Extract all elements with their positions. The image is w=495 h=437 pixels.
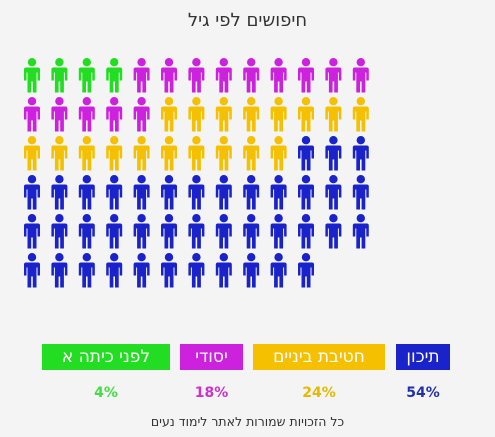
- person-icon: [106, 97, 123, 132]
- percent-chativat-beinaim: 24%: [302, 385, 336, 401]
- person-icon: [51, 253, 68, 288]
- person-icon: [298, 136, 314, 171]
- person-icon: [51, 175, 68, 210]
- person-icon: [298, 97, 314, 132]
- person-icon: [78, 175, 95, 210]
- chart-title: חיפושים לפי גיל: [187, 10, 308, 31]
- person-icon: [161, 253, 177, 288]
- person-icon: [243, 214, 260, 249]
- person-icon: [51, 58, 68, 93]
- person-icon: [298, 214, 314, 249]
- person-icon: [325, 97, 342, 132]
- person-icon: [133, 175, 150, 210]
- person-icon: [133, 136, 150, 171]
- person-icon: [51, 136, 68, 171]
- legend-tichon: תיכון: [396, 344, 450, 370]
- person-icon: [161, 136, 177, 171]
- person-icon: [161, 214, 177, 249]
- percent-yesodi: 18%: [194, 385, 229, 401]
- person-icon: [243, 97, 260, 132]
- person-icon: [133, 58, 150, 93]
- person-icon: [24, 175, 40, 210]
- person-icon: [270, 253, 287, 288]
- person-icon: [352, 175, 369, 210]
- footnote: כל הזכויות שמורות לאתר לימוד נעים: [150, 414, 345, 429]
- person-icon: [78, 136, 95, 171]
- person-icon: [161, 58, 177, 93]
- person-icon: [24, 58, 40, 93]
- person-icon: [188, 97, 205, 132]
- person-icon: [24, 214, 40, 249]
- person-icon: [51, 214, 68, 249]
- person-icon: [352, 136, 369, 171]
- person-icon: [161, 97, 177, 132]
- person-icon: [188, 58, 205, 93]
- person-icon: [215, 253, 232, 288]
- person-icon: [106, 136, 123, 171]
- person-icon: [270, 175, 287, 210]
- person-icon: [243, 136, 260, 171]
- person-icon: [24, 97, 40, 132]
- person-icon: [24, 253, 40, 288]
- percent-tichon: 54%: [406, 385, 440, 401]
- person-icon: [270, 214, 287, 249]
- person-icon: [352, 214, 369, 249]
- person-icon: [352, 97, 369, 132]
- person-icon: [215, 58, 232, 93]
- person-icon: [270, 97, 287, 132]
- person-icon: [78, 253, 95, 288]
- person-icon: [270, 58, 287, 93]
- person-icon: [243, 253, 260, 288]
- person-icon: [78, 58, 95, 93]
- person-icon: [215, 136, 232, 171]
- person-icon: [215, 175, 232, 210]
- person-icon: [78, 214, 95, 249]
- person-icon: [325, 136, 342, 171]
- person-icon: [133, 253, 150, 288]
- legend-yesodi: יסודי: [180, 344, 243, 370]
- person-icon: [298, 253, 314, 288]
- person-icon: [188, 253, 205, 288]
- person-icon: [106, 58, 123, 93]
- person-icon: [106, 214, 123, 249]
- legend-lifnei-kita-alef: לפני כיתה א: [42, 344, 170, 370]
- person-icon: [188, 175, 205, 210]
- person-icon: [78, 97, 95, 132]
- person-icon: [215, 97, 232, 132]
- person-icon: [106, 175, 123, 210]
- person-icon: [243, 175, 260, 210]
- person-icon: [352, 58, 369, 93]
- person-icon: [161, 175, 177, 210]
- person-icon: [325, 175, 342, 210]
- person-icon: [188, 136, 205, 171]
- person-icon: [133, 214, 150, 249]
- person-icon: [298, 58, 314, 93]
- person-icon: [325, 58, 342, 93]
- person-icon: [325, 214, 342, 249]
- percent-lifnei-kita-alef: 4%: [94, 385, 118, 401]
- person-icon: [133, 97, 150, 132]
- person-icon: [106, 253, 123, 288]
- legend-chativat-beinaim: חטיבת ביניים: [253, 344, 385, 370]
- person-icon: [298, 175, 314, 210]
- person-icon: [215, 214, 232, 249]
- person-icon: [51, 97, 68, 132]
- person-icon: [188, 214, 205, 249]
- person-icon: [270, 136, 287, 171]
- person-icon: [24, 136, 40, 171]
- person-icon: [243, 58, 260, 93]
